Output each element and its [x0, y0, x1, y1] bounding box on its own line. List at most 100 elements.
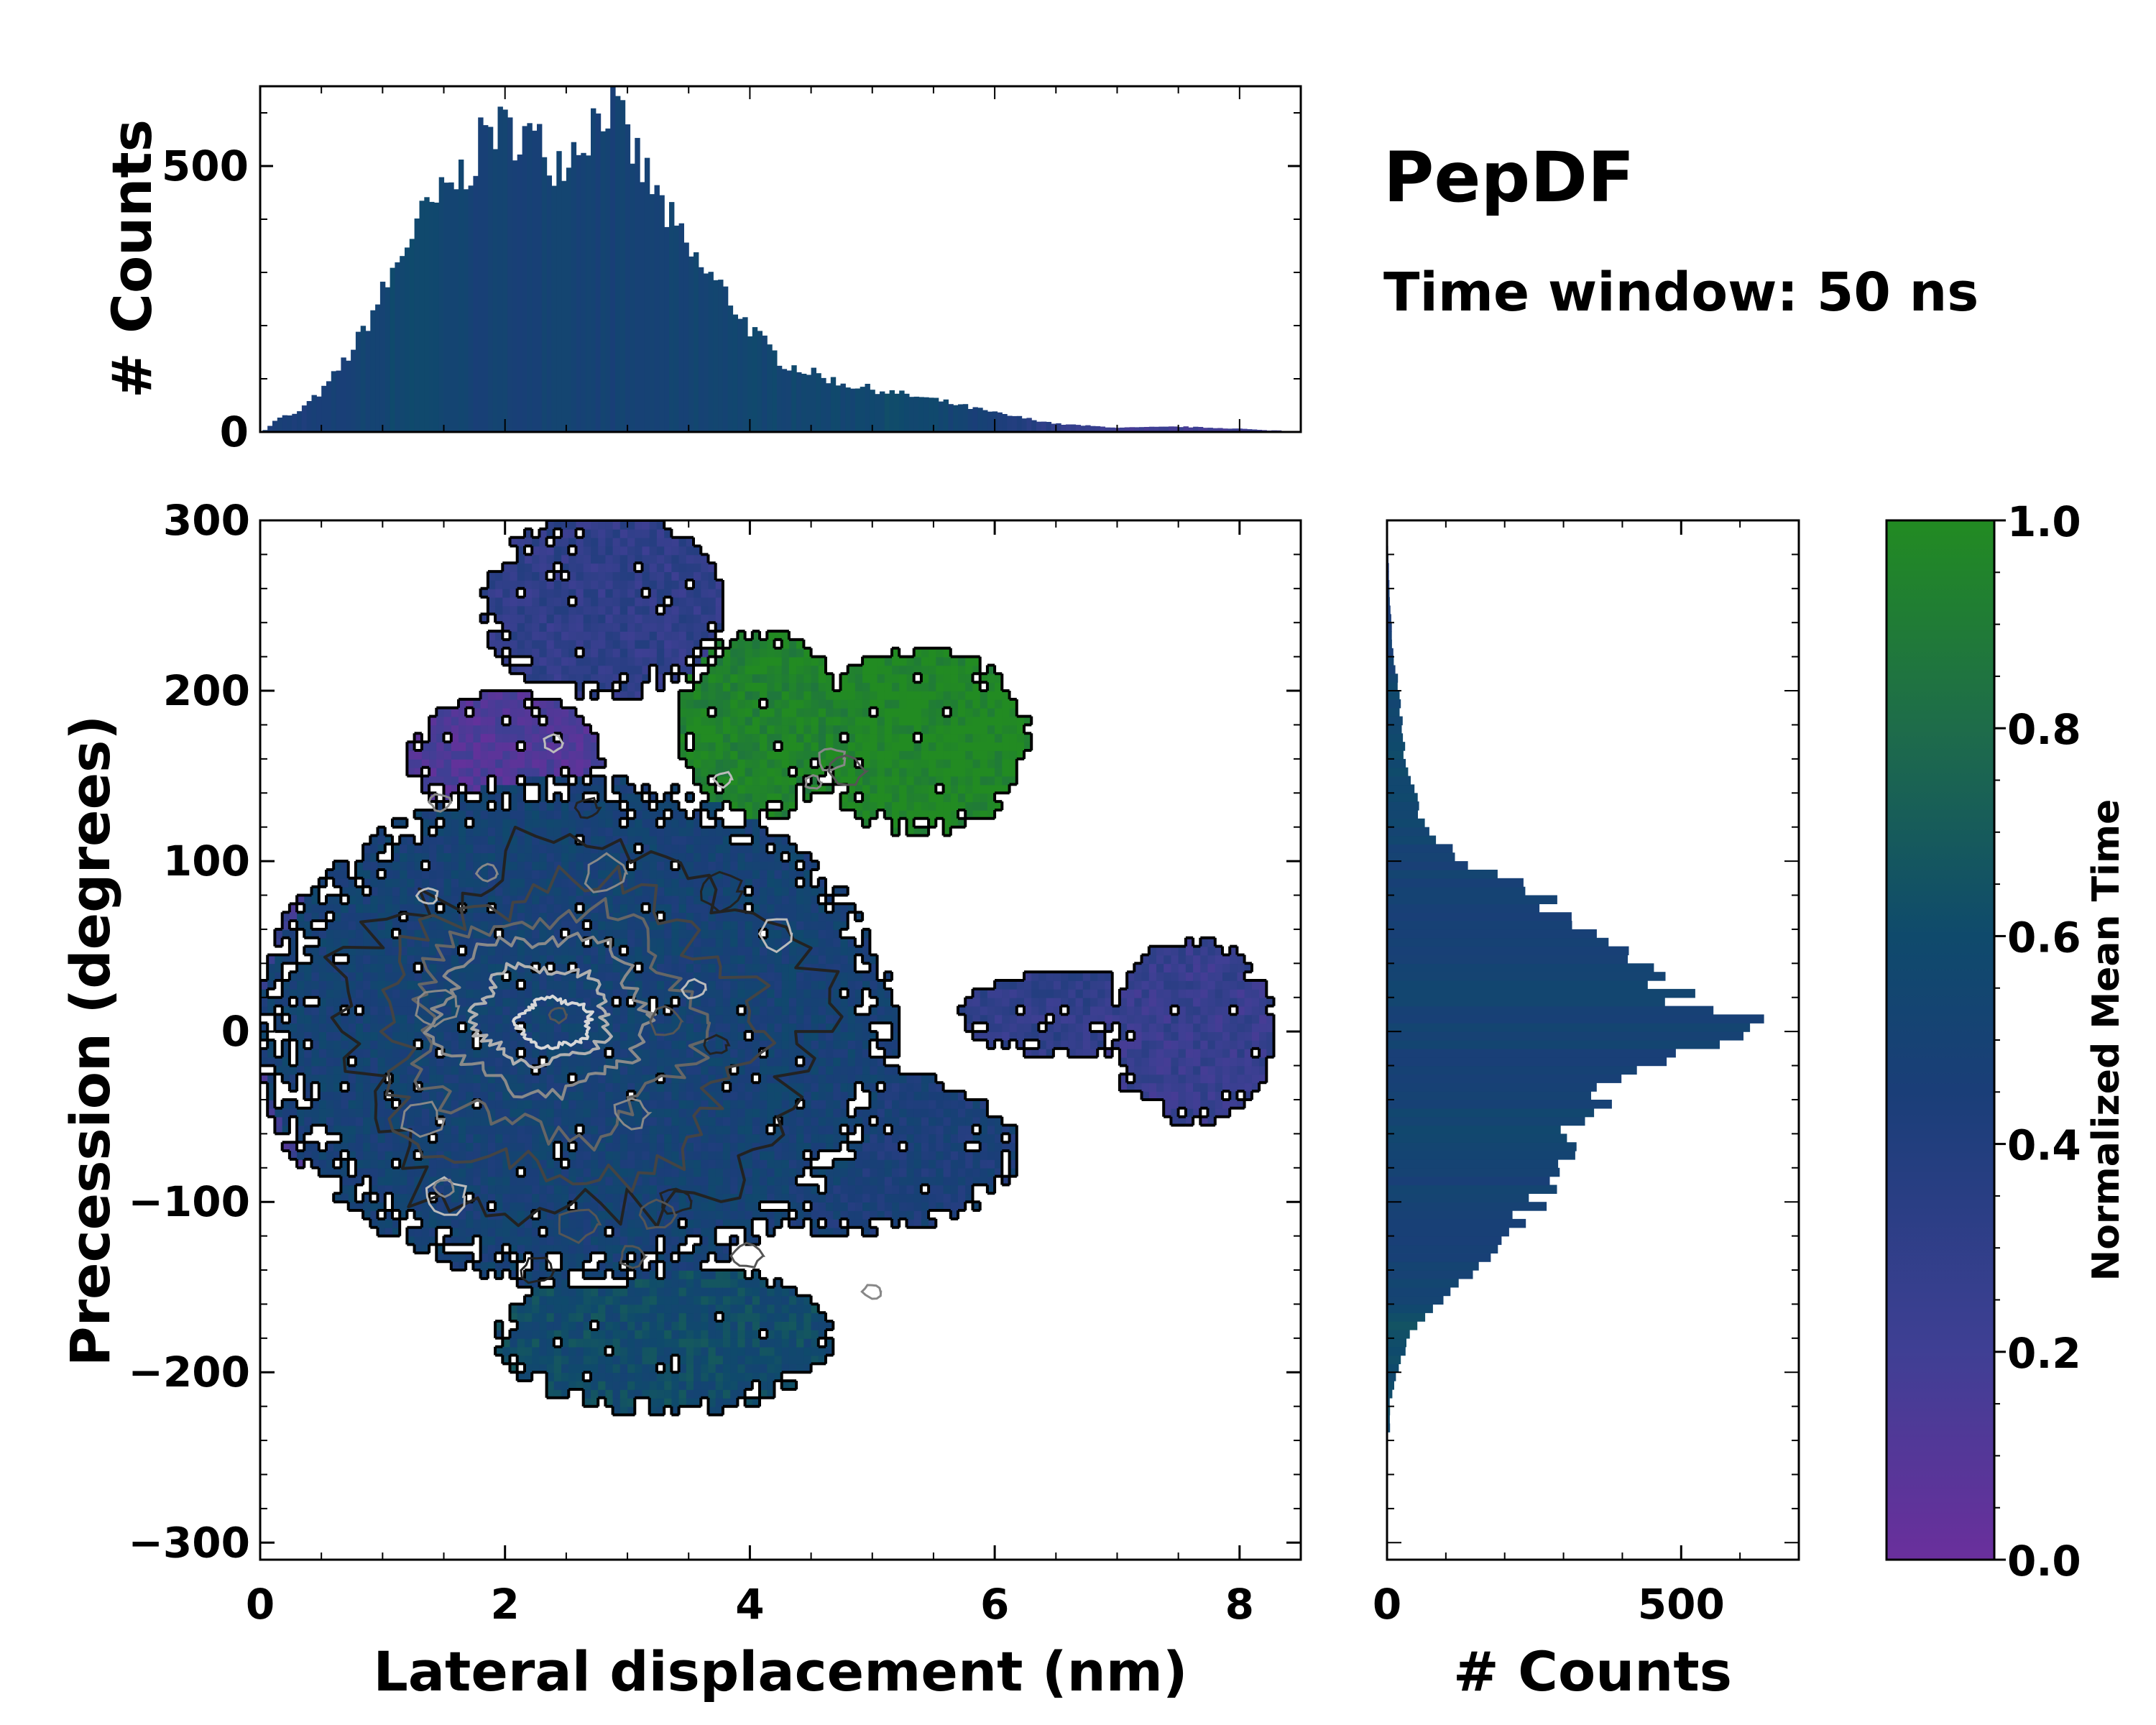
heatmap-cell	[525, 605, 533, 615]
heatmap-cell	[715, 835, 724, 845]
heatmap-cell	[568, 1253, 577, 1262]
heatmap-cell	[649, 1244, 658, 1254]
heatmap-cell	[605, 554, 614, 564]
top-hist-bar	[791, 365, 797, 432]
heatmap-cell	[451, 886, 459, 896]
heatmap-cell	[583, 1065, 591, 1075]
heatmap-cell	[436, 1202, 445, 1211]
heatmap-cell	[760, 1355, 768, 1365]
heatmap-cell	[436, 827, 445, 837]
heatmap-cell	[546, 903, 555, 914]
heatmap-cell	[715, 767, 724, 777]
heatmap-cell	[678, 1108, 687, 1118]
heatmap-cell	[532, 546, 540, 556]
heatmap-cell	[760, 742, 768, 751]
heatmap-cell	[436, 810, 445, 819]
heatmap-cell	[576, 605, 584, 615]
heatmap-cell	[767, 1006, 775, 1016]
top-hist-bar	[581, 152, 586, 432]
heatmap-cell	[495, 571, 504, 581]
heatmap-cell	[656, 1091, 665, 1100]
heatmap-cell	[627, 673, 636, 683]
heatmap-cell	[642, 852, 650, 862]
heatmap-cell	[612, 1108, 621, 1118]
heatmap-cell	[576, 1091, 584, 1100]
heatmap-cell	[612, 597, 621, 607]
heatmap-cell	[642, 1312, 650, 1322]
top-hist-bar	[694, 252, 699, 432]
heatmap-cell	[591, 903, 599, 914]
heatmap-cell	[532, 1355, 540, 1365]
heatmap-cell	[510, 852, 518, 862]
heatmap-cell	[421, 972, 430, 981]
heatmap-cell	[708, 1176, 717, 1186]
heatmap-cell	[525, 1074, 533, 1084]
heatmap-cell	[363, 1193, 372, 1202]
heatmap-cell	[517, 767, 525, 777]
heatmap-cell	[370, 1100, 379, 1109]
heatmap-cell	[767, 1227, 775, 1237]
heatmap-cell	[429, 1057, 438, 1067]
heatmap-cell	[517, 605, 525, 615]
heatmap-cell	[642, 1381, 650, 1390]
heatmap-cell	[553, 724, 562, 735]
heatmap-cell	[767, 1023, 775, 1032]
heatmap-cell	[701, 1304, 709, 1314]
heatmap-cell	[553, 707, 562, 717]
heatmap-cell	[561, 588, 570, 598]
heatmap-cell	[539, 1210, 548, 1220]
heatmap-cell	[598, 622, 607, 632]
heatmap-cell	[576, 665, 584, 675]
heatmap-cell	[348, 1151, 356, 1160]
heatmap-cell	[429, 716, 438, 726]
heatmap-cell	[451, 1218, 459, 1228]
heatmap-cell	[517, 810, 525, 819]
heatmap-cell	[341, 1100, 349, 1109]
top-hist-bar	[311, 395, 317, 432]
heatmap-cell	[561, 656, 570, 666]
heatmap-cell	[487, 895, 496, 905]
heatmap-cell	[671, 571, 680, 581]
heatmap-cell	[767, 665, 775, 675]
heatmap-cell	[553, 1389, 562, 1399]
heatmap-cell	[774, 1159, 783, 1169]
heatmap-cell	[392, 903, 400, 914]
heatmap-cell	[686, 988, 694, 998]
top-hist-bar	[854, 388, 861, 432]
top-hist-bar	[1193, 426, 1199, 432]
heatmap-cell	[495, 767, 504, 777]
heatmap-cell	[605, 1142, 614, 1151]
heatmap-cell	[649, 1287, 658, 1297]
heatmap-cell	[730, 1330, 739, 1339]
heatmap-cell	[495, 1193, 504, 1202]
heatmap-cell	[598, 1108, 607, 1118]
heatmap-cell	[656, 665, 665, 675]
heatmap-cell	[678, 937, 687, 947]
heatmap-cell	[642, 1346, 650, 1356]
heatmap-cell	[517, 1133, 525, 1144]
heatmap-cell	[407, 963, 415, 972]
heatmap-cell	[311, 1065, 320, 1075]
heatmap-cell	[730, 1133, 739, 1144]
heatmap-cell	[459, 1236, 466, 1246]
heatmap-cell	[774, 1006, 783, 1016]
heatmap-cell	[678, 563, 687, 572]
heatmap-cell	[392, 1048, 400, 1058]
heatmap-cell	[649, 563, 658, 572]
heatmap-cell	[289, 1108, 298, 1118]
heatmap-cell	[635, 1108, 643, 1118]
heatmap-cell	[722, 954, 731, 965]
heatmap-cell	[649, 972, 658, 981]
heatmap-cell	[598, 784, 607, 794]
heatmap-cell	[752, 682, 760, 691]
top-hist-bar	[962, 404, 969, 432]
heatmap-cell	[326, 946, 334, 956]
heatmap-cell	[671, 1116, 680, 1126]
heatmap-cell	[591, 912, 599, 921]
heatmap-cell	[561, 1372, 570, 1381]
heatmap-cell	[561, 844, 570, 854]
heatmap-cell	[708, 1116, 717, 1126]
heatmap-cell	[443, 1159, 452, 1169]
heatmap-cell	[694, 1193, 701, 1202]
heatmap-cell	[576, 997, 584, 1007]
